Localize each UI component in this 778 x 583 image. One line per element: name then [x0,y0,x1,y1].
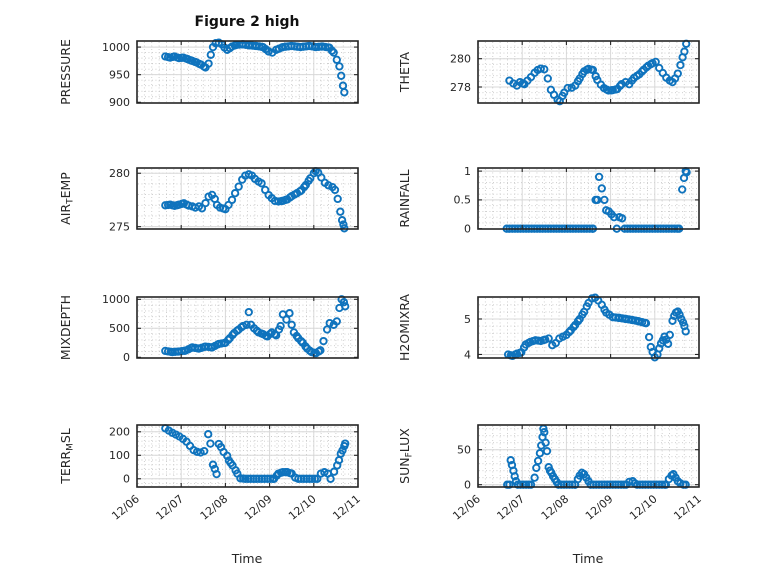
y-tick-label: 0.5 [454,194,472,207]
y-tick-label: 275 [109,220,130,233]
data-markers-terr_msl [161,424,350,483]
y-tick-label: 5 [464,313,471,326]
y-tick-label: 950 [109,68,130,81]
subplot-terr_msl: 0 100 200 12/06 12/07 12/08 12/09 12/10 12/11 TER… [58,424,363,523]
axes-box [136,424,359,488]
tick-marks [136,168,359,229]
y-tick-label: 500 [109,322,130,335]
x-tick-label: 12/10 [286,492,319,522]
x-tick-label: 12/06 [450,492,483,522]
tick-marks [477,168,700,230]
x-tick-label: 12/11 [671,492,704,522]
y-tick-label: 1 [464,165,471,178]
axes-box [477,40,700,104]
y-tick-label: 0 [123,473,130,486]
y-tick-label: 278 [450,81,471,94]
y-axis-label-terr_msl: TERRMSL [58,428,76,485]
tick-marks [136,297,359,358]
subplot-h2omixra: 4 5 H2OMIXRA [397,293,700,362]
x-axis-label-left: Time [231,551,263,566]
x-tick-label: 12/08 [198,492,231,522]
subplot-rainfall: 0 0.5 1 RAINFALL [397,165,700,236]
subplot-pressure: 900 950 1000 PRESSURE [58,38,359,109]
data-markers-h2omixra [503,293,690,362]
data-markers-theta [505,39,691,106]
x-tick-label: 12/09 [242,492,275,522]
axes-box [136,40,359,104]
x-tick-label: 12/09 [583,492,616,522]
y-tick-label: 1000 [102,293,130,306]
x-tick-label: 12/10 [627,492,660,522]
y-tick-label: 100 [109,449,130,462]
axes-box [136,296,359,359]
y-axis-label-mixdepth: MIXDEPTH [58,295,73,360]
data-markers-pressure [161,38,349,97]
minor-grid [479,169,698,228]
y-axis-label-sun_flux: SUNFLUX [397,428,415,484]
tick-marks [477,297,700,358]
axes-box [477,424,700,488]
minor-grid [138,42,357,102]
y-axis-label-rainfall: RAINFALL [397,169,412,227]
y-axis-label-pressure: PRESSURE [58,39,73,105]
y-axis-label-h2omixra: H2OMIXRA [397,294,412,361]
subplot-theta: 278 280 THETA [397,39,700,106]
tick-marks [136,41,359,103]
y-tick-label: 0 [464,478,471,491]
major-grid [478,168,699,229]
data-markers-air_temp [161,166,349,233]
x-tick-label: 12/07 [494,492,527,522]
data-markers-sun_flux [503,424,690,489]
figure-title: Figure 2 high [194,14,300,30]
y-axis-label-theta: THETA [397,51,412,93]
y-tick-label: 0 [123,351,130,364]
y-tick-label: 280 [109,167,130,180]
y-tick-label: 900 [109,96,130,109]
y-tick-label: 4 [464,348,471,361]
x-axis-label-right: Time [572,551,604,566]
subplot-air_temp: 275 280 AIRTEMP [58,166,359,233]
tick-marks [477,41,700,103]
axes-box [136,167,359,230]
x-tick-label: 12/07 [153,492,186,522]
axes-box [477,296,700,359]
x-tick-label: 12/11 [330,492,363,522]
axes-box [477,167,700,230]
y-tick-label: 50 [457,444,471,457]
data-markers-mixdepth [161,295,350,358]
tick-marks [136,425,359,487]
y-tick-label: 0 [464,223,471,236]
subplot-mixdepth: 0 500 1000 MIXDEPTH [58,293,359,364]
tick-marks [477,425,700,487]
subplot-sun_flux: 0 50 12/06 12/07 12/08 12/09 12/10 12/11 SUNFLUX [397,424,704,523]
y-axis-label-air_temp: AIRTEMP [58,172,76,225]
x-tick-label: 12/08 [539,492,572,522]
x-tick-label: 12/06 [109,492,142,522]
y-tick-label: 200 [109,426,130,439]
y-tick-label: 280 [450,52,471,65]
y-tick-label: 1000 [102,41,130,54]
